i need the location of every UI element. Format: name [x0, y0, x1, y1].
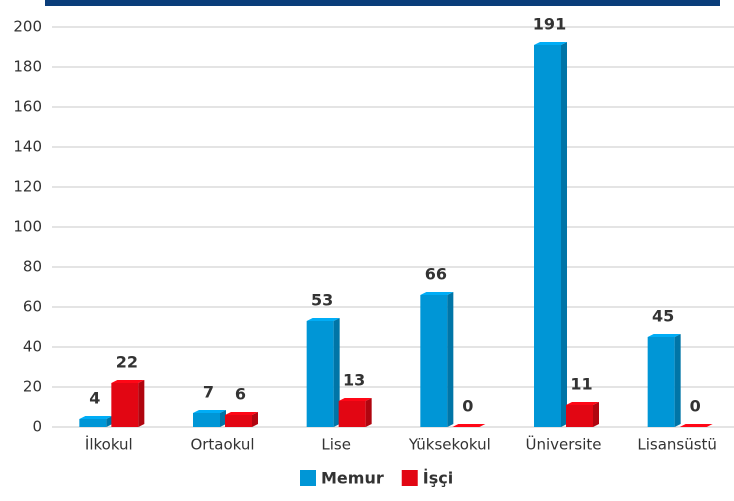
x-tick-label: Üniversite [525, 435, 601, 454]
bar-front [111, 383, 139, 427]
header-band [45, 0, 720, 6]
value-label: 53 [311, 291, 333, 310]
bar-top [452, 424, 486, 427]
x-tick-label: Lisansüstü [637, 436, 717, 454]
value-label: 6 [235, 385, 246, 404]
value-label: 13 [343, 371, 365, 390]
bar-side [106, 416, 113, 427]
bar [111, 380, 145, 427]
x-tick-label: İlkokul [85, 435, 133, 454]
bar [225, 412, 258, 427]
bar-front [79, 419, 107, 427]
legend-swatch [401, 470, 418, 486]
bar [420, 292, 454, 427]
bar-front [306, 321, 334, 427]
bar [79, 416, 113, 427]
bar-side [365, 398, 372, 427]
value-label: 7 [203, 383, 214, 402]
value-label: 0 [690, 397, 701, 416]
y-tick-label: 160 [13, 98, 42, 116]
x-tick-label: Lise [321, 436, 351, 454]
bar-side [447, 292, 454, 427]
bar-top [647, 334, 681, 337]
bar [306, 318, 340, 427]
bar-top [566, 402, 599, 405]
y-tick-label: 200 [13, 18, 42, 36]
value-label: 0 [462, 397, 473, 416]
y-tick-label: 80 [23, 258, 42, 276]
bar-top [534, 42, 567, 45]
bar [647, 334, 681, 427]
y-tick-label: 60 [23, 298, 42, 316]
bar-top [111, 380, 145, 383]
y-tick-label: 140 [13, 138, 42, 156]
value-label: 191 [533, 15, 566, 34]
y-tick-label: 0 [32, 418, 42, 436]
bar-top [225, 412, 258, 415]
bar [193, 410, 226, 427]
x-tick-label: Ortaokul [190, 436, 254, 454]
bar-front [420, 295, 448, 427]
bar-side [252, 412, 258, 427]
x-tick-label: Yüksekokul [408, 436, 491, 454]
legend-label: İşçi [423, 469, 453, 488]
bar-side [333, 318, 340, 427]
bar-top [193, 410, 226, 413]
bar-top [79, 416, 113, 419]
bar-front [193, 413, 220, 427]
y-tick-label: 120 [13, 178, 42, 196]
bar-front [566, 405, 593, 427]
value-label: 22 [116, 353, 138, 372]
y-tick-label: 180 [13, 58, 42, 76]
bar-side [593, 402, 599, 427]
bar-top [420, 292, 454, 295]
y-tick-label: 40 [23, 338, 42, 356]
bar [452, 424, 486, 427]
bar-front [225, 415, 252, 427]
value-label: 45 [652, 307, 674, 326]
bar [679, 424, 713, 427]
bar-front [534, 45, 561, 427]
value-label: 11 [570, 375, 592, 394]
bar-top [338, 398, 372, 401]
bar-side [220, 410, 226, 427]
bar-side [674, 334, 681, 427]
value-label: 4 [89, 389, 100, 408]
bar-front [647, 337, 675, 427]
value-label: 66 [425, 265, 447, 284]
bar-side [138, 380, 145, 427]
y-tick-label: 20 [23, 378, 42, 396]
bar-side [561, 42, 567, 427]
bar-top [679, 424, 713, 427]
legend-label: Memur [321, 469, 384, 488]
y-tick-label: 100 [13, 218, 42, 236]
bar [534, 42, 567, 427]
bar [338, 398, 372, 427]
bar [566, 402, 599, 427]
bar-front [338, 401, 366, 427]
legend-swatch [300, 470, 316, 486]
bar-top [306, 318, 340, 321]
